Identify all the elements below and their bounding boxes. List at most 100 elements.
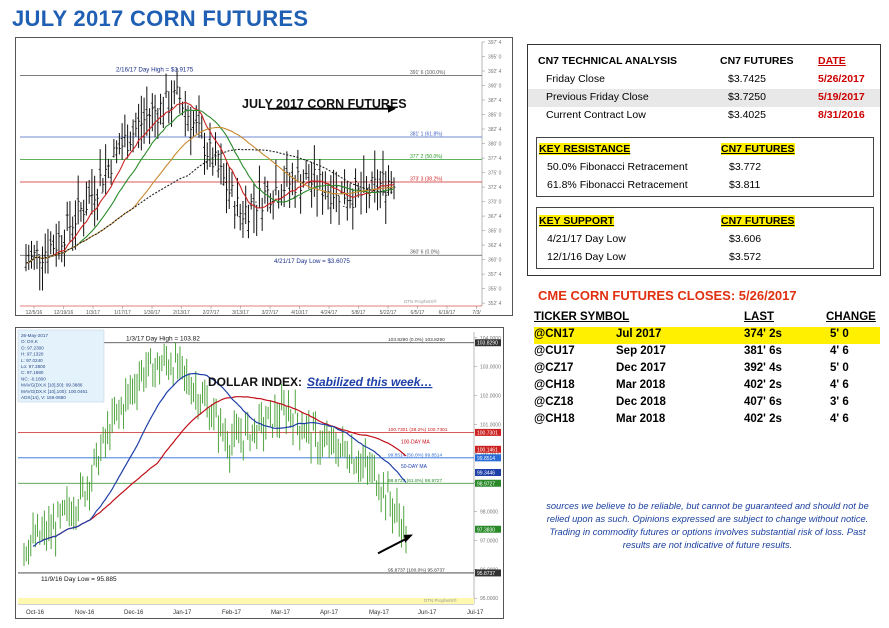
date-tick-label: Nov-16 bbox=[75, 610, 95, 616]
closes-month: Dec 2017 bbox=[616, 362, 666, 374]
legend-item: ADX(14), V: 159.0680 bbox=[21, 395, 66, 400]
date-tick-label: Jun-17 bbox=[418, 610, 437, 616]
legend-item: MAVG(DX.K [10],50): 99.3886 bbox=[21, 383, 83, 388]
closes-last: 374' 2s bbox=[744, 328, 782, 340]
closes-month: Mar 2018 bbox=[616, 379, 666, 391]
ma50-label: 50-DAY MA bbox=[401, 464, 428, 470]
price-tick-label: 101.0000 bbox=[480, 423, 501, 429]
closes-month: Dec 2018 bbox=[616, 396, 666, 408]
ta-row: Friday Close $3.7425 5/26/2017 bbox=[528, 71, 880, 89]
price-tag bbox=[475, 454, 501, 462]
support-header-futures: CN7 FUTURES bbox=[721, 215, 795, 227]
fib-label: 373' 3 (38.2%) bbox=[410, 176, 443, 182]
corn-chart: 397' 4 395' 0 392' 4 390' 0 387' 4 385' 0 382'… bbox=[15, 37, 513, 316]
closes-ticker: @CN17 bbox=[534, 328, 575, 340]
key-support-box: KEY SUPPORT CN7 FUTURES 4/21/17 Day Low … bbox=[536, 207, 874, 269]
date-tick-label: Apr-17 bbox=[320, 610, 339, 616]
price-tick-label: 375' 0 bbox=[488, 171, 502, 177]
legend-item: Lo: 97.3800 bbox=[21, 364, 46, 369]
price-tag bbox=[475, 479, 501, 487]
chart-title: DOLLAR INDEX: bbox=[208, 375, 302, 389]
legend-item: MAVG(DX.K [10],100): 100.0461 bbox=[21, 389, 88, 394]
date-tick-label: 1/30/17 bbox=[144, 310, 161, 315]
closes-row: @CU17 Sep 2017 381' 6s 4' 6 bbox=[534, 344, 880, 361]
price-tick-label: 102.0000 bbox=[480, 394, 501, 400]
price-tick-label: 385' 0 bbox=[488, 113, 502, 119]
ta-header-date: DATE bbox=[818, 55, 846, 67]
closes-ticker: @CH18 bbox=[534, 379, 575, 391]
fib-label: 100.7301 (38.2%) 100.7301 bbox=[388, 427, 448, 433]
price-tick-label: 98.0000 bbox=[480, 509, 498, 515]
price-tick-label: 397' 4 bbox=[488, 40, 502, 46]
ta-row-date: 5/19/2017 bbox=[818, 91, 865, 103]
closes-change: 4' 6 bbox=[830, 379, 849, 391]
date-tick-label: 12/5/16 bbox=[26, 310, 43, 315]
price-tick-label: 97.0000 bbox=[480, 538, 498, 544]
legend-box bbox=[17, 329, 105, 403]
closes-header-change: CHANGE bbox=[826, 311, 876, 323]
date-tick-label: 4/10/17 bbox=[291, 310, 308, 315]
closes-change: 5' 0 bbox=[830, 328, 849, 340]
date-tick-label: 1/17/17 bbox=[114, 310, 131, 315]
key-resistance-box: KEY RESISTANCE CN7 FUTURES 50.0% Fibonac… bbox=[536, 137, 874, 197]
date-tick-label: Oct-16 bbox=[26, 610, 45, 616]
price-tick-label: 380' 0 bbox=[488, 142, 502, 148]
price-tick-label: 382' 4 bbox=[488, 127, 502, 133]
date-tick-label: 3/27/17 bbox=[262, 310, 279, 315]
price-tag-label: 95.8737 bbox=[477, 571, 495, 577]
ma50-line bbox=[32, 372, 407, 547]
day-high-annotation: 1/3/17 Day High = 103.82 bbox=[126, 336, 200, 343]
support-label: 4/21/17 Day Low bbox=[547, 233, 626, 245]
price-tick-label: 395' 0 bbox=[488, 55, 502, 61]
ta-row-date: 8/31/2016 bbox=[818, 109, 865, 121]
price-tag bbox=[475, 445, 501, 453]
legend-item: 26-May-2017 bbox=[21, 333, 49, 338]
closes-change: 3' 6 bbox=[830, 396, 849, 408]
date-tick-label: 4/24/17 bbox=[321, 310, 338, 315]
trend-arrow-head bbox=[388, 104, 396, 113]
ta-row-label: Previous Friday Close bbox=[546, 91, 649, 103]
closes-header-ticker: TICKER SYMBOL bbox=[534, 311, 630, 323]
closes-title: CME CORN FUTURES CLOSES: 5/26/2017 bbox=[538, 288, 797, 303]
closes-ticker: @CH18 bbox=[534, 413, 575, 425]
legend-item: O: 97.2300 bbox=[21, 345, 44, 350]
ta-header-row: CN7 TECHNICAL ANALYSIS CN7 FUTURES DATE bbox=[528, 53, 880, 71]
ta-row-label: Current Contract Low bbox=[546, 109, 646, 121]
resistance-row: 50.0% Fibonacci Retracement $3.772 bbox=[529, 159, 881, 177]
fib-label: 98.9727 (61.8%) 98.9727 bbox=[388, 478, 442, 484]
support-row: 4/21/17 Day Low $3.606 bbox=[529, 231, 881, 249]
closes-row: @CH18 Mar 2018 402' 2s 4' 6 bbox=[534, 412, 880, 429]
fib-label: 360' 6 (0.0%) bbox=[410, 250, 440, 256]
dollar-chart-svg: 104.0000103.0000102.0000101.0000100.0000… bbox=[17, 329, 501, 616]
support-value: $3.572 bbox=[729, 251, 762, 263]
price-tick-label: 355' 0 bbox=[488, 287, 502, 293]
price-tag-label: 99.3446 bbox=[477, 470, 495, 476]
support-header-row: KEY SUPPORT CN7 FUTURES bbox=[529, 213, 881, 231]
chart-title: JULY 2017 CORN FUTURES bbox=[242, 97, 407, 111]
resistance-row: 61.8% Fibonacci Retracement $3.811 bbox=[529, 177, 881, 195]
resistance-label: 61.8% Fibonacci Retracement bbox=[547, 179, 688, 191]
price-tick-label: 392' 4 bbox=[488, 69, 502, 75]
price-tag-label: 100.7301 bbox=[477, 430, 498, 436]
date-tick-label: 3/13/17 bbox=[232, 310, 249, 315]
closes-row: @CZ17 Dec 2017 392' 4s 5' 0 bbox=[534, 361, 880, 378]
ta-row-value: $3.7250 bbox=[728, 91, 766, 103]
closes-last: 402' 2s bbox=[744, 413, 782, 425]
trend-arrow-head bbox=[404, 534, 413, 543]
closes-last: 402' 2s bbox=[744, 379, 782, 391]
price-tag bbox=[475, 468, 501, 476]
date-tick-label: Feb-17 bbox=[222, 610, 242, 616]
date-strip bbox=[18, 598, 474, 604]
day-low-annotation: 4/21/17 Day Low = $3.6075 bbox=[274, 258, 350, 265]
watermark: DTN ProphetX® bbox=[404, 298, 437, 304]
closes-month: Jul 2017 bbox=[616, 328, 662, 340]
price-tick-label: 367' 4 bbox=[488, 214, 502, 220]
resistance-value: $3.811 bbox=[729, 179, 761, 191]
resistance-header-label: KEY RESISTANCE bbox=[539, 143, 631, 155]
date-tick-label: 2/13/17 bbox=[173, 310, 190, 315]
closes-ticker: @CU17 bbox=[534, 345, 575, 357]
date-tick-label: 1/3/17 bbox=[86, 310, 100, 315]
price-tick-label: 372' 4 bbox=[488, 185, 502, 191]
price-tag bbox=[475, 428, 501, 436]
price-tick-label: 360' 0 bbox=[488, 258, 502, 264]
